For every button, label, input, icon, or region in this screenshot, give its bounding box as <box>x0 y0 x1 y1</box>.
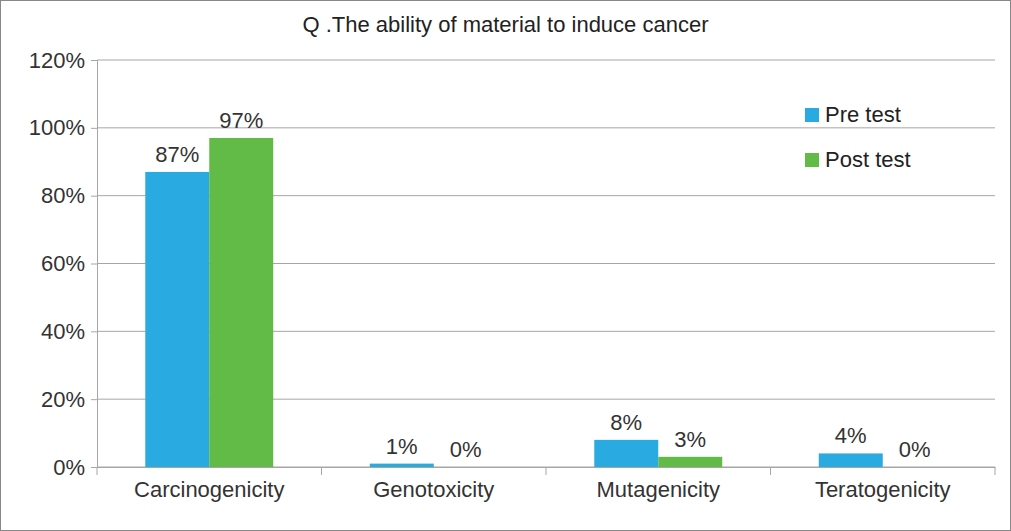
bar <box>594 440 658 467</box>
x-tick-label: Carcinogenicity <box>134 477 284 502</box>
y-tick-mark <box>91 399 97 400</box>
y-tick-label: 100% <box>29 115 85 140</box>
x-tick-label: Teratogenicity <box>815 477 951 502</box>
title: Q .The ability of material to induce can… <box>303 12 709 37</box>
legend-label: Pre test <box>825 102 901 127</box>
legend: Pre test Post test <box>805 102 911 172</box>
x-tick-label: Genotoxicity <box>373 477 494 502</box>
x-tick: Mutagenicity <box>596 467 720 502</box>
legend-swatch <box>805 108 819 122</box>
bar <box>819 453 883 467</box>
bars <box>145 138 882 467</box>
legend-swatch <box>805 153 819 167</box>
y-tick: 0% <box>53 455 97 480</box>
bar <box>145 172 209 467</box>
y-tick: 20% <box>41 387 97 412</box>
y-tick: 120% <box>29 48 97 73</box>
data-labels: 87% 1% 8% 4% 97% 0% 3% 0% <box>155 108 930 462</box>
legend-item: Pre test <box>805 102 901 127</box>
bar <box>370 464 434 467</box>
category-separators <box>97 467 995 475</box>
y-tick: 60% <box>41 251 97 276</box>
chart: Q .The ability of material to induce can… <box>0 0 1011 531</box>
x-tick: Teratogenicity <box>815 467 951 502</box>
y-tick: 40% <box>41 319 97 344</box>
x-tick-label: Mutagenicity <box>596 477 720 502</box>
separator <box>321 467 322 475</box>
data-label: 8% <box>610 410 642 435</box>
separator <box>97 467 98 475</box>
x-tick: Carcinogenicity <box>134 467 284 502</box>
y-tick-label: 120% <box>29 48 85 73</box>
y-tick-mark <box>91 264 97 265</box>
data-label: 97% <box>219 108 263 133</box>
grid <box>97 60 995 467</box>
frame <box>1 1 1011 531</box>
separator <box>546 467 547 475</box>
y-tick-mark <box>91 196 97 197</box>
y-tick: 80% <box>41 183 97 208</box>
y-tick-mark <box>91 331 97 332</box>
bar <box>658 457 722 467</box>
legend-item: Post test <box>805 147 911 172</box>
data-label: 87% <box>155 142 199 167</box>
data-label: 0% <box>450 437 482 462</box>
data-label: 3% <box>674 427 706 452</box>
separator <box>770 467 771 475</box>
y-tick: 100% <box>29 115 97 140</box>
y-tick-mark <box>91 128 97 129</box>
separator <box>995 467 996 475</box>
series <box>209 138 722 467</box>
x-axis: Carcinogenicity Genotoxicity Mutagenicity T… <box>97 467 996 502</box>
y-tick-mark <box>91 60 97 61</box>
bar <box>883 467 947 468</box>
y-tick-mark <box>91 467 97 468</box>
plot: 0% 20% 40% 60% 80% 100% 120% Carcinogenicity Gen… <box>29 48 996 502</box>
legend-label: Post test <box>825 147 911 172</box>
grid-line <box>97 60 995 61</box>
y-tick-label: 20% <box>41 387 85 412</box>
y-tick-label: 40% <box>41 319 85 344</box>
bar <box>209 138 273 467</box>
data-label: 4% <box>835 423 867 448</box>
x-tick: Genotoxicity <box>373 467 494 502</box>
bar <box>434 467 498 468</box>
y-axis-line <box>91 61 98 468</box>
data-label: 1% <box>386 434 418 459</box>
y-axis: 0% 20% 40% 60% 80% 100% 120% <box>29 48 98 480</box>
data-label: 0% <box>899 437 931 462</box>
y-tick-label: 60% <box>41 251 85 276</box>
y-tick-label: 80% <box>41 183 85 208</box>
y-tick-label: 0% <box>53 455 85 480</box>
